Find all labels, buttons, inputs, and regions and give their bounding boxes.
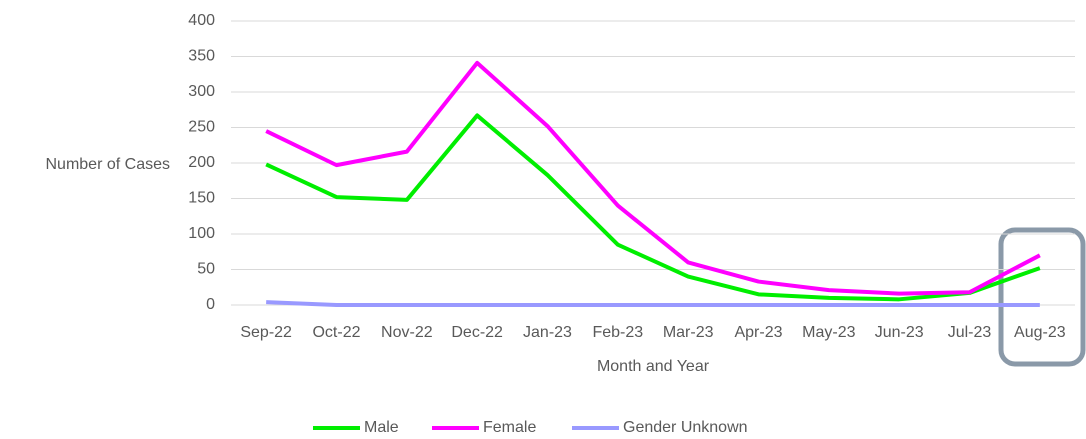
y-tick-label: 350	[188, 48, 215, 65]
y-tick-label: 50	[197, 261, 215, 278]
series-line	[266, 300, 1040, 307]
y-axis-label: Number of Cases	[46, 156, 171, 173]
x-tick-label: Jan-23	[523, 324, 572, 341]
x-tick-label: Jul-23	[948, 324, 992, 341]
highlight-annotation	[998, 227, 1086, 367]
series-line	[265, 113, 1041, 302]
legend-label: Female	[483, 419, 536, 436]
x-tick-label: Sep-22	[240, 324, 292, 341]
x-tick-label: Feb-23	[592, 324, 643, 341]
y-tick-label: 0	[206, 296, 215, 313]
x-tick-label: Dec-22	[451, 324, 503, 341]
legend-label: Male	[364, 419, 399, 436]
x-tick-label: Jun-23	[875, 324, 924, 341]
series-line	[265, 60, 1041, 296]
y-tick-label: 150	[188, 190, 215, 207]
x-tick-label: Nov-22	[381, 324, 433, 341]
y-tick-label: 400	[188, 12, 215, 29]
x-tick-label: Oct-22	[312, 324, 360, 341]
x-tick-label: Mar-23	[663, 324, 714, 341]
x-tick-label: Aug-23	[1014, 324, 1066, 341]
y-tick-label: 100	[188, 225, 215, 242]
x-tick-label: May-23	[802, 324, 855, 341]
y-tick-label: 200	[188, 154, 215, 171]
y-tick-label: 250	[188, 119, 215, 136]
x-axis-label: Month and Year	[597, 358, 710, 375]
y-tick-label: 300	[188, 83, 215, 100]
x-tick-label: Apr-23	[734, 324, 782, 341]
legend-label: Gender Unknown	[623, 419, 748, 436]
